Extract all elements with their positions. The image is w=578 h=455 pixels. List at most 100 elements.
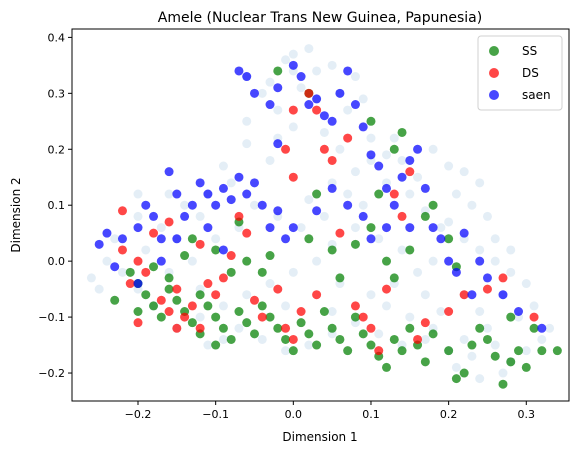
background-point — [459, 334, 469, 344]
legend-marker-saen — [489, 90, 499, 100]
background-point — [312, 66, 322, 76]
point-saen — [257, 200, 267, 210]
point-saen — [94, 239, 104, 249]
point-ss — [149, 262, 159, 272]
point-ds — [358, 312, 368, 322]
point-ds — [195, 323, 205, 333]
point-ss — [444, 234, 454, 244]
point-ds — [117, 245, 127, 255]
point-ss — [149, 301, 159, 311]
background-point — [498, 368, 508, 378]
point-ss — [343, 346, 353, 356]
background-point — [187, 256, 197, 266]
background-point — [475, 374, 485, 384]
background-point — [397, 245, 407, 255]
background-point — [312, 256, 322, 266]
point-saen — [304, 100, 314, 110]
background-point — [304, 44, 314, 54]
point-ds — [288, 105, 298, 115]
point-saen — [133, 279, 143, 289]
background-point — [413, 172, 423, 182]
legend-box — [477, 35, 563, 111]
point-saen — [242, 72, 252, 82]
background-point — [490, 256, 500, 266]
point-ss — [195, 290, 205, 300]
point-ds — [203, 279, 213, 289]
point-saen — [366, 234, 376, 244]
background-point — [350, 167, 360, 177]
background-point — [265, 279, 275, 289]
point-saen — [312, 94, 322, 104]
point-ds — [257, 312, 267, 322]
background-point — [156, 223, 166, 233]
background-point — [545, 323, 555, 333]
point-ss — [552, 346, 562, 356]
background-point — [428, 256, 438, 266]
point-saen — [459, 228, 469, 238]
point-ss — [451, 374, 461, 384]
point-ss — [335, 334, 345, 344]
background-point — [319, 127, 329, 137]
background-point — [343, 189, 353, 199]
point-saen — [451, 267, 461, 277]
point-saen — [164, 167, 174, 177]
background-point — [475, 178, 485, 188]
point-saen — [265, 100, 275, 110]
background-point — [242, 116, 252, 126]
point-ds — [234, 211, 244, 221]
background-point — [537, 334, 547, 344]
point-saen — [405, 223, 415, 233]
point-ds — [249, 295, 259, 305]
background-point — [133, 189, 143, 199]
point-saen — [405, 155, 415, 165]
background-point — [405, 189, 415, 199]
point-ds — [281, 323, 291, 333]
background-point — [428, 144, 438, 154]
point-ds — [312, 290, 322, 300]
point-saen — [327, 183, 337, 193]
background-point — [374, 234, 384, 244]
point-ss — [211, 312, 221, 322]
point-saen — [382, 223, 392, 233]
background-point — [420, 290, 430, 300]
point-ss — [428, 200, 438, 210]
background-point — [281, 55, 291, 65]
point-ss — [319, 306, 329, 316]
background-point — [133, 211, 143, 221]
point-saen — [265, 223, 275, 233]
point-saen — [195, 178, 205, 188]
point-ds — [296, 306, 306, 316]
point-saen — [110, 262, 120, 272]
background-point — [234, 323, 244, 333]
point-ss — [281, 334, 291, 344]
series-points — [94, 60, 562, 389]
point-ss — [273, 323, 283, 333]
point-ss — [358, 329, 368, 339]
point-ss — [226, 334, 236, 344]
point-ss — [304, 234, 314, 244]
point-saen — [288, 223, 298, 233]
background-point — [180, 200, 190, 210]
point-saen — [242, 189, 252, 199]
point-ss — [226, 267, 236, 277]
point-ds — [312, 105, 322, 115]
point-ds — [180, 312, 190, 322]
point-ss — [242, 256, 252, 266]
background-point — [482, 323, 492, 333]
point-ss — [187, 234, 197, 244]
background-point — [218, 161, 228, 171]
point-ss — [428, 329, 438, 339]
point-ds — [327, 155, 337, 165]
point-saen — [249, 88, 259, 98]
point-ds — [288, 334, 298, 344]
background-point — [218, 301, 228, 311]
point-ds — [420, 318, 430, 328]
point-ss — [382, 256, 392, 266]
background-point — [218, 334, 228, 344]
point-ds — [226, 251, 236, 261]
point-ss — [537, 346, 547, 356]
point-ss — [234, 306, 244, 316]
background-point — [265, 155, 275, 165]
x-tick-label: 0.0 — [285, 408, 303, 421]
y-tick-label: 0.4 — [48, 31, 66, 44]
